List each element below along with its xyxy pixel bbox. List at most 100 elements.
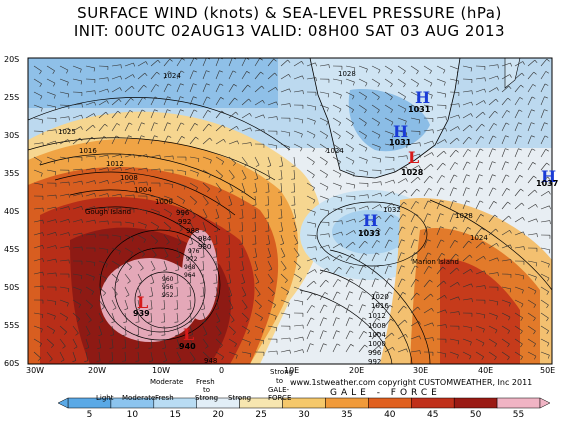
wind-barb-feather xyxy=(402,292,406,295)
wind-barb-feather xyxy=(377,331,381,335)
wind-barb-feather xyxy=(325,279,329,283)
wind-barb xyxy=(293,61,302,67)
wind-barb-feather xyxy=(270,281,274,284)
wind-barb xyxy=(540,135,546,145)
wind-barb xyxy=(150,260,156,270)
wind-barb-feather xyxy=(505,148,509,151)
wind-barb xyxy=(449,162,456,171)
wind-barb-feather xyxy=(379,158,382,163)
wind-barb xyxy=(176,58,183,67)
wind-barb-feather xyxy=(326,121,329,126)
wind-barb-feather xyxy=(533,343,536,347)
category-label: to xyxy=(203,386,211,394)
wind-barb xyxy=(124,338,126,348)
wind-barb-feather xyxy=(509,288,512,293)
isobar-label: 968 xyxy=(184,264,196,271)
pressure-markers: H H L H H L L xyxy=(137,88,556,344)
wind-barb-feather xyxy=(484,77,486,82)
wind-barb xyxy=(150,122,155,132)
wind-barb-feather xyxy=(481,356,484,360)
wind-barb-feather xyxy=(254,269,258,271)
wind-barb xyxy=(33,271,43,275)
wind-barb xyxy=(189,221,195,231)
wind-barb-feather xyxy=(176,347,180,349)
wind-barb xyxy=(98,299,105,308)
wind-barb xyxy=(293,247,300,256)
isobar-label: 992 xyxy=(368,358,382,366)
wind-barb-feather xyxy=(336,317,340,320)
wind-barb xyxy=(189,156,199,159)
wind-barb-feather xyxy=(326,186,329,191)
wind-barb-feather xyxy=(221,161,224,165)
wind-barb-feather xyxy=(180,109,184,112)
wind-barb-feather xyxy=(203,216,208,219)
wind-barb xyxy=(215,208,220,218)
wind-barb xyxy=(332,266,340,275)
wind-barb xyxy=(436,162,444,171)
wind-barb-feather xyxy=(403,70,406,75)
wind-barb xyxy=(163,71,170,80)
wind-barb-feather xyxy=(339,173,342,178)
wind-barb-feather xyxy=(42,220,44,224)
wind-barb xyxy=(410,117,420,121)
wind-barb xyxy=(241,71,247,80)
wind-barb xyxy=(111,273,119,281)
wind-barb xyxy=(527,189,535,197)
wind-barb xyxy=(423,91,433,96)
wind-barb-feather xyxy=(414,265,419,268)
high-center: H xyxy=(415,88,430,107)
wind-barb xyxy=(306,195,316,201)
wind-barb xyxy=(72,246,82,249)
wind-barb xyxy=(33,338,42,344)
wind-barb xyxy=(111,207,121,210)
wind-barb xyxy=(384,130,394,135)
wind-barb-feather xyxy=(263,129,265,134)
wind-barb-feather xyxy=(536,218,538,223)
wind-barb-feather xyxy=(253,256,257,258)
wind-barb xyxy=(176,169,186,172)
wind-barb-feather xyxy=(533,304,536,308)
colorbar-tick-label: 50 xyxy=(469,410,482,420)
isobar-label: 988 xyxy=(186,227,200,235)
wind-barb-feather xyxy=(483,314,486,319)
wind-barb-feather xyxy=(362,304,366,307)
wind-barb-feather xyxy=(495,98,499,103)
wind-barb xyxy=(189,325,194,335)
wind-barb-feather xyxy=(193,96,197,99)
wind-barb xyxy=(98,111,107,119)
wind-barb xyxy=(33,65,42,72)
wind-barb-feather xyxy=(227,217,231,219)
wind-barb-feather xyxy=(431,106,434,111)
wind-barb xyxy=(527,260,537,264)
wind-barb xyxy=(540,71,547,80)
wind-barb-feather xyxy=(40,95,43,100)
wind-barb xyxy=(293,117,303,121)
category-label: Light xyxy=(96,394,114,402)
wind-barb xyxy=(98,260,108,265)
wind-barb xyxy=(46,351,53,360)
wind-barb-feather xyxy=(469,124,473,129)
wind-barb-feather xyxy=(289,103,291,108)
wind-barb xyxy=(475,174,480,184)
wind-barb-feather xyxy=(151,268,156,271)
wind-barb-feather xyxy=(84,360,88,362)
wind-barb xyxy=(332,231,342,236)
wind-barb xyxy=(267,182,270,192)
wind-barb-feather xyxy=(367,205,369,210)
wind-barb-feather xyxy=(42,245,44,249)
wind-barb xyxy=(384,117,394,123)
wind-barb-feather xyxy=(55,258,57,263)
wind-barb-feather xyxy=(351,109,354,113)
wind-barb xyxy=(189,96,194,106)
wind-barb-feather xyxy=(129,110,133,113)
wind-barb xyxy=(111,98,120,106)
wind-barb-feather xyxy=(428,266,432,269)
wind-barb xyxy=(176,83,181,93)
wind-barb-feather xyxy=(484,285,486,290)
lat-label: 20S xyxy=(4,55,20,64)
wind-barb xyxy=(332,243,341,249)
wind-barb-feather xyxy=(376,240,380,243)
wind-barb-feather xyxy=(341,231,343,236)
wind-barb-feather xyxy=(375,265,379,268)
wind-barb xyxy=(475,351,484,357)
